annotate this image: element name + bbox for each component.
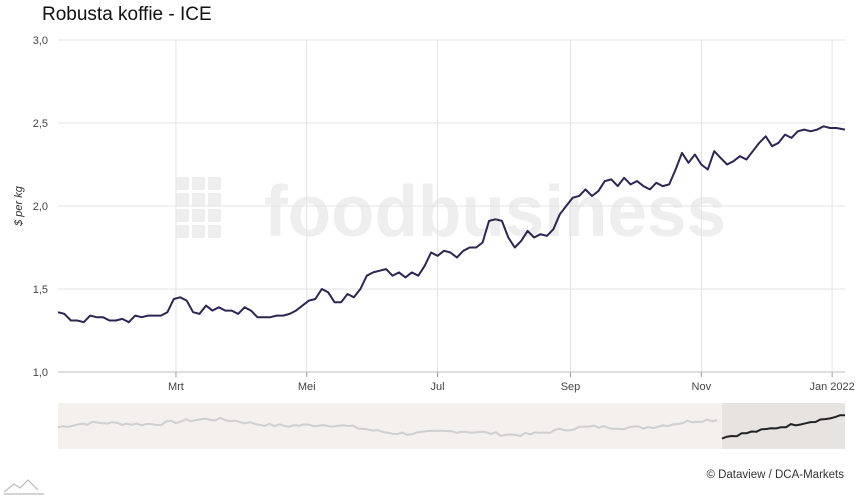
y-tick-label: 1,0 — [33, 367, 48, 379]
y-tick-label: 3,0 — [33, 35, 48, 47]
source-credit: © Dataview / DCA-Markets — [706, 469, 844, 481]
x-tick-label: Jan 2022 — [810, 381, 855, 393]
watermark-text: foodbusiness — [264, 172, 726, 252]
watermark: foodbusiness — [176, 172, 726, 252]
navigator-line-dimmed — [57, 416, 718, 438]
y-tick-label: 2,5 — [33, 118, 48, 130]
navigator-line-selected — [721, 414, 846, 440]
x-axis-ticks: Mrt Mei Jul Sep Nov Jan 2022 — [168, 381, 855, 393]
chart-title: Robusta koffie - ICE — [42, 4, 212, 25]
x-tick-label: Sep — [561, 381, 581, 393]
series-line — [57, 125, 846, 324]
mountain-icon — [3, 479, 44, 495]
x-tick-label: Nov — [692, 381, 712, 393]
watermark-logo-icon — [176, 177, 221, 238]
series-group — [57, 125, 846, 324]
y-tick-label: 1,5 — [33, 284, 48, 296]
y-tick-label: 2,0 — [33, 201, 48, 213]
x-tick-label: Jul — [431, 381, 445, 393]
x-tick-label: Mei — [298, 381, 316, 393]
navigator-background — [58, 403, 845, 449]
x-tick-label: Mrt — [168, 381, 184, 393]
y-axis-ticks: 1,0 1,5 2,0 2,5 3,0 — [33, 35, 48, 379]
range-navigator[interactable] — [57, 403, 846, 449]
x-gridlines — [58, 40, 845, 377]
y-axis-label: $ per kg — [13, 185, 25, 227]
navigator-selected-range[interactable] — [722, 403, 845, 449]
